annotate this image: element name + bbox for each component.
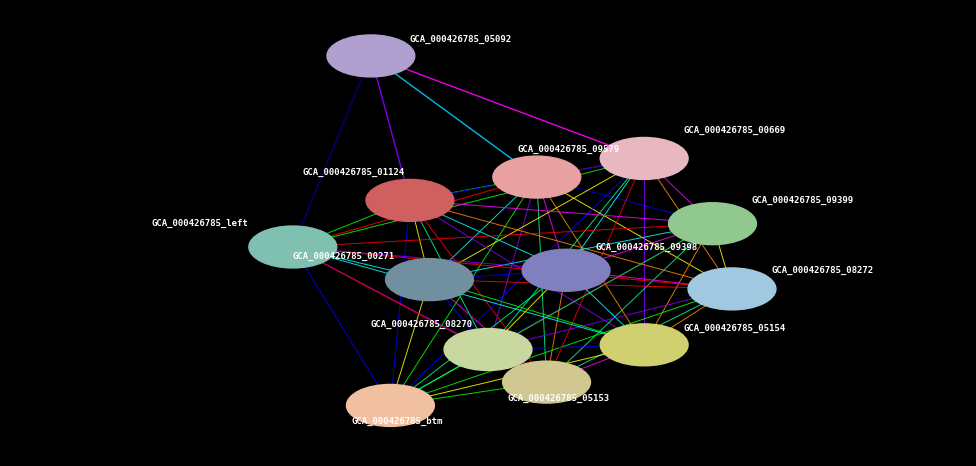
Circle shape	[688, 268, 776, 310]
Circle shape	[493, 156, 581, 198]
Circle shape	[503, 361, 590, 403]
Text: GCA_000426785_05154: GCA_000426785_05154	[683, 324, 786, 333]
Text: GCA_000426785_05153: GCA_000426785_05153	[508, 394, 610, 403]
Circle shape	[386, 259, 473, 301]
Circle shape	[600, 137, 688, 179]
Circle shape	[600, 324, 688, 366]
Circle shape	[366, 179, 454, 221]
Text: GCA_000426785_05092: GCA_000426785_05092	[410, 35, 512, 44]
Text: GCA_000426785_btm: GCA_000426785_btm	[351, 417, 443, 426]
Circle shape	[669, 203, 756, 245]
Text: GCA_000426785_00271: GCA_000426785_00271	[293, 252, 395, 261]
Text: GCA_000426785_08270: GCA_000426785_08270	[371, 319, 473, 329]
Text: GCA_000426785_08272: GCA_000426785_08272	[771, 266, 874, 275]
Text: GCA_000426785_left: GCA_000426785_left	[151, 219, 248, 228]
Circle shape	[444, 329, 532, 370]
Circle shape	[327, 35, 415, 77]
Circle shape	[249, 226, 337, 268]
Text: GCA_000426785_09399: GCA_000426785_09399	[752, 196, 854, 205]
Text: GCA_000426785_09579: GCA_000426785_09579	[517, 144, 620, 154]
Text: GCA_000426785_00669: GCA_000426785_00669	[683, 126, 786, 135]
Circle shape	[522, 249, 610, 291]
Circle shape	[346, 384, 434, 426]
Text: GCA_000426785_01124: GCA_000426785_01124	[303, 168, 405, 177]
Text: GCA_000426785_09398: GCA_000426785_09398	[595, 242, 698, 252]
